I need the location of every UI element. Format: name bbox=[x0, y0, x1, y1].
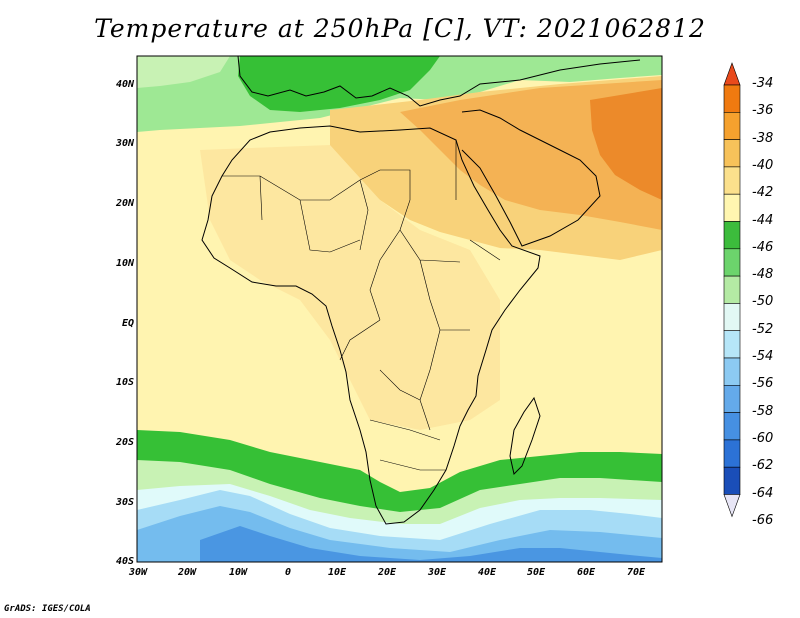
lon-label-0: 0 bbox=[284, 567, 292, 578]
lat-label-10n: 10N bbox=[115, 258, 134, 269]
field-dark-orange bbox=[590, 88, 662, 200]
colorbar-tick-label: -40 bbox=[752, 157, 774, 173]
colorbar-tick-label: -46 bbox=[752, 239, 774, 255]
grads-credit: GrADS: IGES/COLA bbox=[4, 604, 91, 614]
arabia-coastline bbox=[461, 109, 601, 247]
map-title: Temperature at 250hPa [C], VT: 202106281… bbox=[94, 14, 706, 43]
colorbar-segment bbox=[723, 221, 741, 250]
country-borders bbox=[222, 140, 501, 471]
colorbar-segment bbox=[723, 248, 741, 277]
field-light-green-north bbox=[137, 56, 230, 88]
colorbar-tick-label: -58 bbox=[752, 403, 774, 419]
colorbar-tick-label: -62 bbox=[752, 458, 774, 474]
colorbar-segment bbox=[723, 166, 741, 195]
colorbar-tick-label: -36 bbox=[752, 103, 774, 119]
colorbar-segment bbox=[723, 193, 741, 222]
lat-label-30s: 30S bbox=[115, 497, 134, 508]
colorbar-tick-label: -48 bbox=[752, 267, 774, 283]
lon-label-30e: 30E bbox=[427, 567, 447, 578]
lon-label-30w: 30W bbox=[128, 567, 148, 578]
colorbar-segment bbox=[723, 357, 741, 386]
lon-label-60e: 60E bbox=[576, 567, 596, 578]
colorbar-tick-label: -42 bbox=[752, 185, 774, 201]
colorbar-segment bbox=[723, 439, 741, 468]
field-green-dark-north bbox=[238, 56, 440, 112]
colorbar-tick-label: -56 bbox=[752, 376, 774, 392]
lat-label-10s: 10S bbox=[115, 377, 134, 388]
lon-label-10e: 10E bbox=[327, 567, 347, 578]
colorbar-segment bbox=[723, 112, 741, 140]
lon-label-40e: 40E bbox=[477, 567, 497, 578]
colorbar-tick-label: -52 bbox=[752, 321, 774, 337]
lat-label-30n: 30N bbox=[115, 138, 134, 149]
colorbar-segment bbox=[723, 303, 741, 331]
lat-label-20s: 20S bbox=[115, 437, 134, 448]
colorbar-tick-label: -44 bbox=[752, 212, 774, 228]
lon-label-70e: 70E bbox=[626, 567, 646, 578]
colorbar-tick-label: -64 bbox=[752, 485, 774, 501]
lat-label-40n: 40N bbox=[115, 79, 134, 90]
colorbar bbox=[723, 62, 741, 518]
lat-label-20n: 20N bbox=[115, 198, 134, 209]
africa-coastline bbox=[201, 125, 541, 525]
lon-label-10w: 10W bbox=[228, 567, 248, 578]
field-blue3 bbox=[200, 526, 662, 562]
colorbar-bottom-arrow bbox=[723, 494, 741, 518]
madagascar-coastline bbox=[509, 396, 541, 475]
colorbar-tick-label: -50 bbox=[752, 294, 774, 310]
colorbar-segment bbox=[723, 84, 741, 113]
europe-coastline bbox=[237, 56, 641, 107]
colorbar-segment bbox=[723, 412, 741, 441]
colorbar-segment bbox=[723, 466, 741, 495]
lon-label-20w: 20W bbox=[177, 567, 197, 578]
colorbar-tick-label: -54 bbox=[752, 349, 774, 364]
colorbar-segment bbox=[723, 384, 741, 413]
colorbar-tick-label: -38 bbox=[752, 130, 774, 146]
lon-label-20e: 20E bbox=[377, 567, 397, 578]
colorbar-tick-label: -60 bbox=[752, 430, 774, 446]
colorbar-segment bbox=[723, 139, 741, 168]
lat-label-40s: 40S bbox=[115, 556, 134, 567]
map-frame bbox=[136, 55, 663, 563]
lat-label-eq: EQ bbox=[121, 318, 134, 329]
temperature-field bbox=[137, 56, 662, 562]
colorbar-top-arrow bbox=[723, 62, 741, 86]
field-yellow-interior bbox=[200, 145, 500, 430]
colorbar-tick-label: -66 bbox=[752, 512, 774, 528]
colorbar-segment bbox=[723, 275, 741, 304]
lon-label-50e: 50E bbox=[526, 567, 546, 578]
colorbar-segment bbox=[723, 330, 741, 359]
colorbar-tick-label: -34 bbox=[752, 76, 774, 91]
